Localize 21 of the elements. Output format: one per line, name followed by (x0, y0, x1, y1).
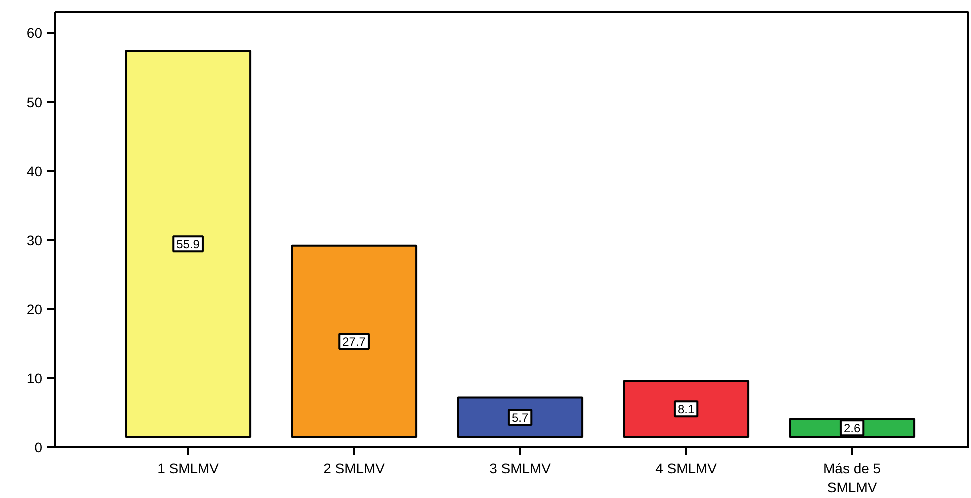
y-tick-label: 0 (34, 440, 43, 456)
x-tick-label: 3 SMLMV (490, 460, 552, 476)
data-label: 5.7 (512, 410, 529, 425)
data-label: 27.7 (342, 335, 366, 350)
x-tick-label: Más de 5 SMLMV (824, 460, 882, 496)
bar (457, 396, 584, 438)
bar (291, 244, 418, 438)
data-label: 2.6 (844, 422, 861, 436)
y-tick-label: 60 (26, 25, 43, 42)
x-tick-label: 4 SMLMV (656, 460, 718, 476)
y-tick-label: 50 (26, 94, 43, 110)
x-tick-label: 1 SMLMV (158, 460, 220, 476)
y-tick-label: 20 (26, 301, 43, 318)
y-tick-label: 30 (26, 232, 43, 248)
bar (125, 50, 252, 438)
y-tick-label: 10 (26, 370, 43, 386)
y-tick-label: 40 (26, 163, 43, 180)
x-tick-label: 2 SMLMV (324, 460, 386, 476)
data-label: 55.9 (176, 238, 200, 252)
bar (623, 380, 750, 438)
data-label: 8.1 (678, 402, 695, 417)
